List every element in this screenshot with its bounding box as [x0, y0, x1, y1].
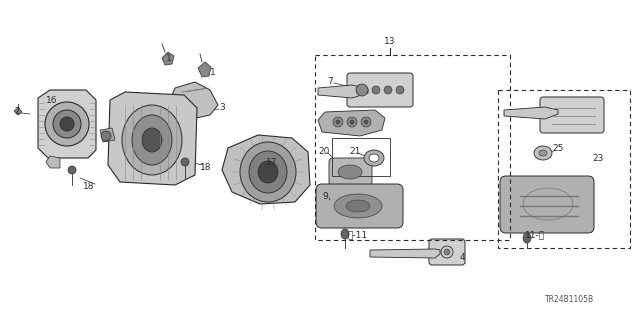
Ellipse shape	[346, 200, 370, 212]
Polygon shape	[222, 135, 310, 204]
FancyBboxPatch shape	[316, 184, 403, 228]
Text: 3: 3	[219, 102, 225, 111]
Text: 1: 1	[210, 68, 216, 76]
Text: 9: 9	[322, 191, 328, 201]
Ellipse shape	[369, 154, 379, 162]
Ellipse shape	[249, 151, 287, 193]
Text: 16: 16	[46, 95, 58, 105]
Text: 1: 1	[166, 53, 172, 62]
Text: 18: 18	[200, 163, 212, 172]
Ellipse shape	[523, 233, 531, 243]
Ellipse shape	[68, 166, 76, 174]
Ellipse shape	[356, 84, 368, 96]
Polygon shape	[46, 156, 60, 168]
Ellipse shape	[240, 142, 296, 202]
Polygon shape	[108, 92, 197, 185]
Ellipse shape	[364, 120, 368, 124]
Text: 20: 20	[318, 147, 330, 156]
Text: 21: 21	[349, 147, 361, 156]
Ellipse shape	[334, 194, 382, 218]
Polygon shape	[100, 128, 115, 142]
Ellipse shape	[45, 102, 89, 146]
Polygon shape	[318, 110, 385, 136]
Ellipse shape	[132, 115, 172, 165]
Ellipse shape	[181, 158, 189, 166]
Polygon shape	[38, 90, 96, 158]
FancyBboxPatch shape	[540, 97, 604, 133]
Text: 18: 18	[83, 181, 95, 190]
Bar	[332, 138, 390, 176]
FancyBboxPatch shape	[429, 239, 465, 265]
Text: 4: 4	[459, 253, 465, 262]
Bar	[498, 90, 630, 248]
Ellipse shape	[384, 86, 392, 94]
Ellipse shape	[364, 150, 384, 166]
Text: TR24B1105B: TR24B1105B	[545, 295, 595, 305]
Text: 17: 17	[266, 157, 278, 166]
Ellipse shape	[338, 165, 362, 179]
Ellipse shape	[53, 110, 81, 138]
Ellipse shape	[341, 229, 349, 239]
Text: 11-䀡: 11-䀡	[525, 230, 545, 239]
FancyBboxPatch shape	[500, 176, 594, 233]
Ellipse shape	[372, 86, 380, 94]
Text: 2: 2	[14, 107, 20, 116]
Polygon shape	[318, 85, 368, 98]
FancyBboxPatch shape	[329, 158, 372, 186]
Ellipse shape	[333, 117, 343, 127]
Polygon shape	[170, 82, 218, 118]
Polygon shape	[370, 249, 440, 258]
Ellipse shape	[122, 105, 182, 175]
Bar	[315, 55, 510, 240]
Ellipse shape	[336, 120, 340, 124]
Ellipse shape	[142, 128, 162, 152]
Ellipse shape	[534, 146, 552, 160]
Text: 7: 7	[327, 76, 333, 85]
Text: 䀡-11: 䀡-11	[348, 230, 368, 239]
Ellipse shape	[361, 117, 371, 127]
Text: 25: 25	[552, 143, 564, 153]
Ellipse shape	[258, 161, 278, 183]
Text: 13: 13	[384, 36, 396, 45]
Ellipse shape	[444, 249, 450, 255]
Ellipse shape	[101, 131, 111, 141]
FancyBboxPatch shape	[347, 73, 413, 107]
Polygon shape	[14, 108, 22, 115]
Ellipse shape	[60, 117, 74, 131]
Ellipse shape	[347, 117, 357, 127]
Polygon shape	[504, 107, 558, 119]
Ellipse shape	[396, 86, 404, 94]
Text: 23: 23	[592, 154, 604, 163]
Polygon shape	[162, 52, 174, 65]
Ellipse shape	[350, 120, 354, 124]
Ellipse shape	[539, 150, 547, 156]
Polygon shape	[198, 62, 211, 77]
